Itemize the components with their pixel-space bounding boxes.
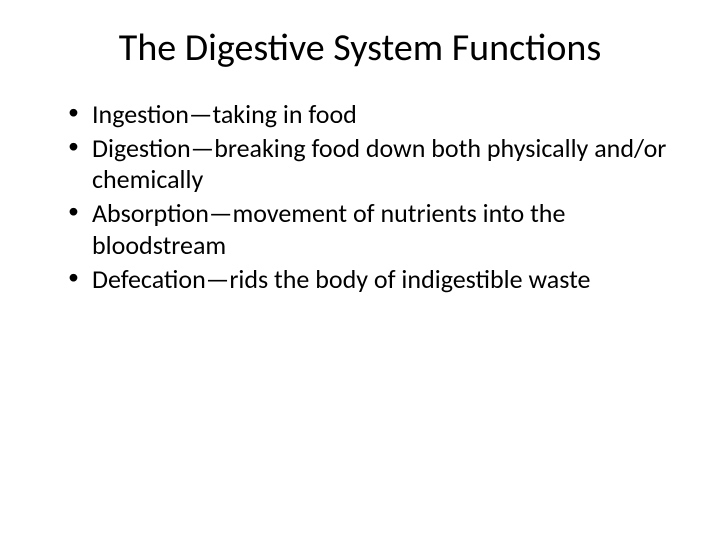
list-item: Digestion—breaking food down both physic… bbox=[68, 133, 670, 196]
bullet-list: Ingestion—taking in food Digestion—break… bbox=[50, 99, 670, 295]
slide: The Digestive System Functions Ingestion… bbox=[0, 0, 720, 540]
list-item: Defecation—rids the body of indigestible… bbox=[68, 264, 670, 296]
slide-title: The Digestive System Functions bbox=[50, 25, 670, 71]
list-item: Ingestion—taking in food bbox=[68, 99, 670, 131]
list-item: Absorption—movement of nutrients into th… bbox=[68, 198, 670, 261]
